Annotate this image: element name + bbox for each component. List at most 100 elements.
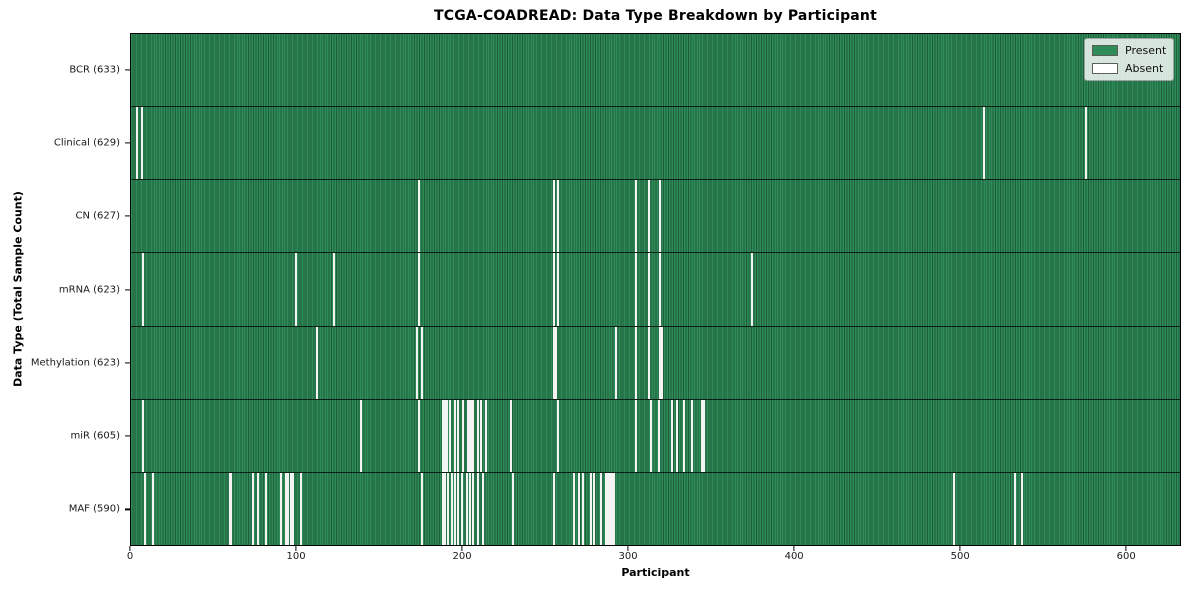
legend-swatch-present [1092,45,1118,56]
y-tick-mark [125,508,130,510]
absent-stripe [750,253,753,326]
y-tick-label-bcr: BCR (633) [69,64,120,76]
y-tick-label-methylation: Methylation (623) [30,357,120,369]
x-tick-label: 300 [618,551,638,562]
absent-stripe [444,472,447,545]
absent-stripe [659,180,662,253]
absent-stripe [152,472,155,545]
absent-stripe [556,253,559,326]
absent-stripe [467,399,470,472]
heatmap-row-maf [131,472,1180,545]
y-tick-mark [125,362,130,364]
absent-stripe [1085,107,1088,180]
absent-stripe [333,253,335,326]
x-tick-mark [295,546,297,551]
absent-stripe [420,326,423,399]
absent-stripe [251,472,254,545]
absent-stripe [465,472,468,545]
absent-stripe [611,472,614,545]
absent-stripe [1014,472,1017,545]
heatmap-row-clinical [131,107,1180,181]
heatmap-row-mir [131,399,1180,473]
y-tick-mark [125,288,130,291]
absent-stripe [472,472,475,545]
absent-stripe [289,472,292,545]
absent-stripe [647,326,650,399]
absent-stripe [286,472,289,545]
y-tick-label-clinical: Clinical (629) [53,137,120,149]
absent-stripe [982,107,985,180]
absent-stripe [649,399,652,472]
absent-stripe [447,472,450,545]
absent-stripe [316,326,319,399]
x-tick-mark [959,546,961,551]
y-tick-mark [125,215,130,217]
absent-stripe [265,472,268,545]
absent-stripe [634,180,637,253]
absent-stripe [606,472,609,545]
absent-stripe [578,472,581,545]
absent-stripe [228,472,231,545]
absent-stripe [700,399,703,472]
x-tick-mark [461,546,463,551]
x-tick-label: 500 [950,551,970,562]
y-tick-mark [125,69,130,71]
absent-stripe [613,472,616,545]
absent-stripe [442,472,445,545]
y-tick-label-maf: MAF (590) [68,503,120,515]
absent-stripe [608,472,611,545]
absent-stripe [659,253,662,326]
absent-stripe [553,253,556,326]
absent-stripe [634,253,637,326]
absent-stripe [457,472,460,545]
absent-stripe [589,472,592,545]
absent-stripe [647,180,650,253]
absent-stripe [417,180,420,253]
y-tick-label-mrna: mRNA (623) [58,284,120,295]
absent-stripe [604,472,607,545]
absent-stripe [450,472,453,545]
x-tick-label: 0 [126,551,134,562]
absent-stripe [299,472,302,545]
absent-stripe [581,472,584,545]
y-tick-mark [125,435,130,437]
absent-stripe [556,399,559,472]
absent-stripe [477,472,480,545]
legend-swatch-absent [1092,63,1118,74]
plot-area [130,33,1181,546]
absent-stripe [657,399,660,472]
absent-stripe [702,399,705,472]
absent-stripe [599,472,602,545]
absent-stripe [453,399,456,472]
absent-stripe [256,472,259,545]
x-axis-label: Participant [621,566,690,579]
absent-stripe [420,472,423,545]
legend-entry-present: Present [1092,44,1166,57]
heatmap-row-bcr [131,34,1180,108]
x-tick-label: 400 [784,551,804,562]
absent-stripe [468,472,471,545]
absent-stripe [135,107,138,180]
y-tick-label-mir: miR (605) [70,430,120,442]
absent-stripe [659,326,662,399]
absent-stripe [593,472,596,545]
heatmap-row-cn [131,180,1180,254]
absent-stripe [460,472,463,545]
absent-stripe [449,399,451,472]
absent-stripe [510,399,513,472]
legend: Present Absent [1084,38,1174,81]
absent-stripe [614,326,617,399]
absent-stripe [294,253,297,326]
absent-stripe [444,399,447,472]
absent-stripe [279,472,282,545]
absent-stripe [553,180,556,253]
absent-stripe [417,253,420,326]
absent-stripe [556,180,559,253]
absent-stripe [477,399,480,472]
absent-stripe [359,399,362,472]
absent-stripe [442,399,445,472]
absent-stripe [553,326,556,399]
absent-stripe [485,399,488,472]
absent-stripe [634,326,637,399]
absent-stripe [445,399,448,472]
